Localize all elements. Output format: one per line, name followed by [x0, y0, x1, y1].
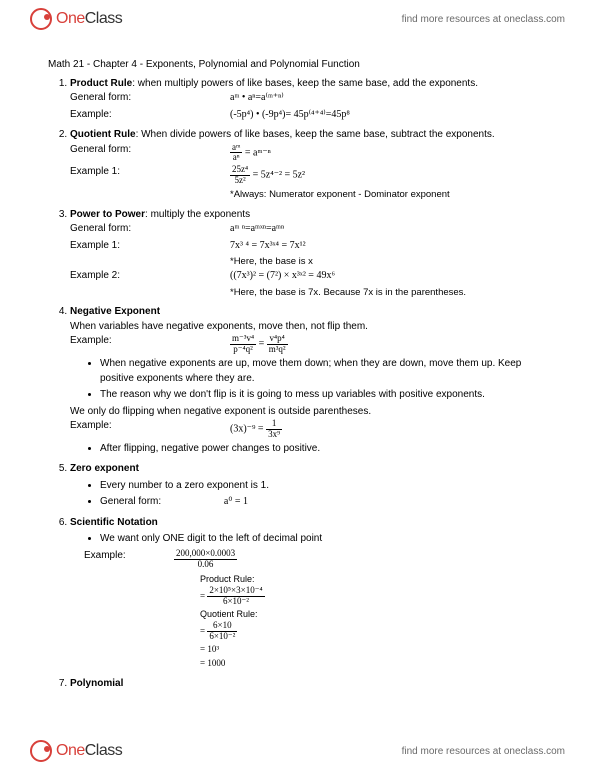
page-footer: OneClass find more resources at oneclass… — [0, 732, 595, 770]
document-body: Math 21 - Chapter 4 - Exponents, Polynom… — [48, 58, 557, 722]
logo-icon — [30, 8, 52, 30]
bullet: Every number to a zero exponent is 1. — [100, 479, 557, 494]
section-scientific-notation: Scientific Notation We want only ONE dig… — [70, 516, 557, 671]
line: We only do flipping when negative expone… — [70, 405, 557, 420]
pr-label: Product Rule: — [200, 572, 557, 586]
section-power-to-power: Power to Power: multiply the exponents G… — [70, 208, 557, 300]
bullet: When negative exponents are up, move the… — [100, 357, 557, 386]
bullet: We want only ONE digit to the left of de… — [100, 532, 557, 547]
result: = 10³ — [200, 642, 557, 656]
footer-resources-link[interactable]: find more resources at oneclass.com — [402, 746, 565, 757]
ex2-formula: (3x)⁻⁹ = 13x⁹ — [230, 419, 557, 440]
section-quotient-rule: Quotient Rule: When divide powers of lik… — [70, 128, 557, 202]
gf-label: General form: — [70, 222, 230, 237]
gf-formula: aᵐ ⁿ=aᵐˣⁿ=aᵐⁿ — [230, 222, 557, 237]
heading: Power to Power — [70, 209, 145, 220]
line: When variables have negative exponents, … — [70, 320, 557, 335]
ex-formula: 200,000×0.00030.06 — [174, 549, 557, 570]
ex-label: Example: — [84, 549, 174, 570]
heading: Polynomial — [70, 678, 123, 689]
page-header: OneClass find more resources at oneclass… — [0, 0, 595, 38]
pr-formula: = 2×10⁵×3×10⁻⁴6×10⁻² — [200, 586, 557, 607]
section-zero-exponent: Zero exponent Every number to a zero exp… — [70, 462, 557, 510]
ex2-label: Example: — [70, 419, 230, 440]
logo-text-class: Class — [85, 742, 123, 760]
brand-logo: OneClass — [30, 740, 122, 762]
header-resources-link[interactable]: find more resources at oneclass.com — [402, 14, 565, 25]
ex-formula: 25z⁴5z² = 5z⁴⁻² = 5z² — [230, 165, 557, 186]
logo-text-one: One — [56, 10, 85, 28]
section-product-rule: Product Rule: when multiply powers of li… — [70, 77, 557, 123]
ex-label: Example: — [70, 334, 230, 355]
bullet: After flipping, negative power changes t… — [100, 442, 557, 457]
qr-formula: = 6×106×10⁻² — [200, 621, 557, 642]
gf-label: General form: — [70, 91, 230, 106]
section-polynomial: Polynomial — [70, 677, 557, 692]
section-negative-exponent: Negative Exponent When variables have ne… — [70, 305, 557, 456]
brand-logo: OneClass — [30, 8, 122, 30]
desc: : when multiply powers of like bases, ke… — [132, 78, 478, 89]
result: = 1000 — [200, 656, 557, 670]
section-list: Product Rule: when multiply powers of li… — [48, 77, 557, 692]
heading: Scientific Notation — [70, 517, 158, 528]
ex1-label: Example 1: — [70, 239, 230, 254]
desc: : multiply the exponents — [145, 209, 250, 220]
gf-label: General form: — [70, 143, 230, 164]
logo-icon — [30, 740, 52, 762]
ex2-formula: ((7x³)² = (7²) × x³ˣ² = 49x⁶ — [230, 269, 557, 284]
heading: Product Rule — [70, 78, 132, 89]
gf-formula: aᵐ • aⁿ=a⁽ᵐ⁺ⁿ⁾ — [230, 91, 557, 106]
formula: a⁰ = 1 — [224, 496, 248, 507]
heading: Quotient Rule — [70, 129, 136, 140]
ex1-formula: 7x³ ⁴ = 7x³ˣ⁴ = 7x¹² — [230, 239, 557, 254]
ex-formula: (-5p⁴) • (-9p⁴)= 45p⁽⁴⁺⁴⁾=45p⁸ — [230, 108, 557, 123]
bullet: General form: a⁰ = 1 — [100, 495, 557, 510]
note: *Always: Numerator exponent - Dominator … — [230, 188, 557, 202]
ex-formula: m⁻³v⁴p⁻⁴q² = v⁴p⁴m³q² — [230, 334, 557, 355]
bullet: The reason why we don't flip is it is go… — [100, 388, 557, 403]
gf-formula: aᵐaⁿ = aᵐ⁻ⁿ — [230, 143, 557, 164]
heading: Zero exponent — [70, 463, 139, 474]
ex-label: Example: — [70, 108, 230, 123]
qr-label: Quotient Rule: — [200, 607, 557, 621]
logo-text-class: Class — [85, 10, 123, 28]
doc-title: Math 21 - Chapter 4 - Exponents, Polynom… — [48, 58, 557, 73]
ex-label: Example 1: — [70, 165, 230, 186]
note2: *Here, the base is 7x. Because 7x is in … — [230, 286, 557, 300]
ex2-label: Example 2: — [70, 269, 230, 284]
heading: Negative Exponent — [70, 306, 160, 317]
logo-text-one: One — [56, 742, 85, 760]
desc: : When divide powers of like bases, keep… — [136, 129, 495, 140]
note1: *Here, the base is x — [230, 255, 557, 269]
